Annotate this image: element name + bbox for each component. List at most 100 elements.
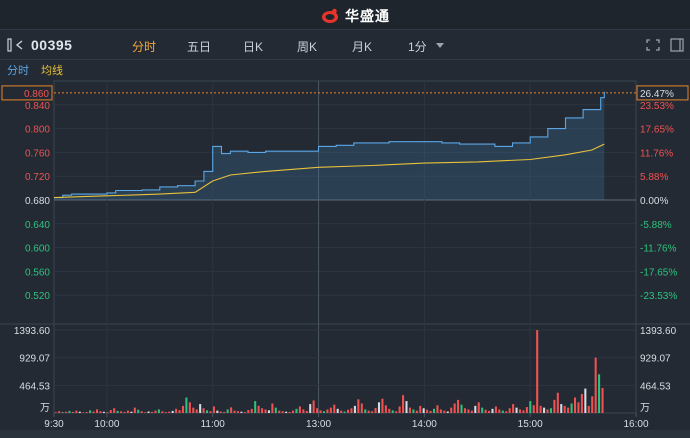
volume-bar (236, 411, 240, 413)
volume-bar (133, 407, 136, 413)
volume-bar (470, 410, 473, 413)
tab-five-day[interactable]: 五日 (187, 40, 212, 54)
volume-bar (377, 402, 381, 413)
tab-monthly-k[interactable]: 月K (352, 40, 373, 54)
pct-tick-label: -23.53% (640, 291, 677, 302)
volume-bar (278, 410, 281, 413)
volume-bar (529, 401, 532, 413)
volume-bar (185, 397, 188, 413)
volume-bar (474, 405, 477, 413)
volume-bar (439, 409, 442, 413)
volume-bar (412, 409, 415, 413)
volume-bar (178, 410, 181, 413)
volume-bar (157, 409, 160, 413)
chevron-down-icon[interactable] (436, 43, 444, 48)
volume-bar (123, 411, 126, 413)
volume-bar (188, 402, 191, 413)
brand: 华盛通 (320, 6, 390, 26)
collapse-panel-icon[interactable] (7, 38, 25, 52)
time-label: 14:00 (412, 419, 437, 430)
side-panel-icon[interactable] (670, 38, 684, 52)
stock-symbol: 00395 (31, 37, 73, 53)
volume-bar (384, 405, 387, 413)
volume-bar (340, 410, 343, 413)
volume-bar (154, 410, 157, 413)
volume-bar (367, 410, 370, 413)
volume-bar (573, 397, 577, 413)
volume-bar (85, 412, 88, 413)
volume-unit-label-right: 万 (640, 403, 650, 414)
volume-bar (584, 388, 587, 413)
pct-tick-label: -17.65% (640, 267, 677, 278)
current-pct-box (636, 85, 689, 101)
volume-tick-label: 929.07 (19, 354, 50, 365)
volume-bar (75, 410, 78, 413)
brand-logo-icon (322, 8, 338, 23)
price-tick-label: 0.840 (25, 101, 50, 112)
volume-bar (515, 407, 518, 413)
volume-bar (171, 410, 174, 413)
volume-bar (271, 403, 274, 413)
volume-bar (350, 408, 353, 413)
volume-bar (240, 411, 243, 413)
volume-tick-label: 1393.60 (14, 326, 51, 337)
volume-bar (563, 405, 566, 413)
price-tick-label: 0.680 (25, 196, 50, 207)
chart-toolbar: 00395 分时 五日 日K 周K 月K 1分 (0, 30, 690, 60)
volume-bar (305, 410, 308, 413)
volume-bar (230, 407, 233, 413)
price-tick-label: 0.760 (25, 148, 50, 159)
tab-minute-select[interactable]: 1分 (408, 40, 427, 54)
volume-bar (333, 404, 336, 413)
volume-bar (553, 399, 556, 413)
fullscreen-icon[interactable] (646, 39, 660, 51)
volume-bar (312, 400, 315, 413)
tab-intraday[interactable]: 分时 (132, 40, 157, 54)
volume-bar (522, 410, 525, 413)
volume-bar (453, 403, 456, 413)
volume-bar (319, 410, 322, 413)
volume-bar (261, 408, 264, 413)
volume-bar (432, 408, 436, 413)
volume-bar (405, 401, 408, 413)
volume-bar (195, 409, 198, 413)
volume-bar (546, 409, 549, 413)
volume-bar (347, 409, 350, 413)
volume-bar (525, 407, 528, 413)
volume-bar (408, 407, 411, 413)
volume-bar (601, 387, 604, 413)
volume-bar (570, 403, 573, 413)
price-area (54, 91, 605, 200)
volume-bar (481, 407, 484, 413)
volume-bar (209, 411, 212, 413)
volume-bar (288, 411, 291, 413)
volume-bar (560, 404, 563, 413)
intraday-chart[interactable]: 0.840 23.53% 0.800 17.65% 0.760 11.76% 0.720 5.… (0, 78, 690, 438)
volume-bar (150, 411, 154, 413)
volume-bar (415, 410, 418, 413)
volume-bar (381, 398, 384, 413)
time-label: 16:00 (623, 419, 648, 430)
volume-bar (353, 405, 356, 413)
volume-bar (223, 411, 226, 413)
pct-tick-label: -5.88% (640, 220, 672, 231)
time-label: 11:00 (201, 419, 226, 430)
volume-bar (357, 399, 360, 413)
volume-bar (206, 410, 209, 413)
volume-bar (302, 409, 305, 413)
pct-tick-label: 0.00% (640, 196, 668, 207)
volume-bar (202, 408, 205, 413)
volume-bar (164, 412, 167, 413)
legend-price: 分时 (7, 65, 29, 77)
brand-name: 华盛通 (345, 8, 390, 24)
volume-bar (477, 402, 480, 413)
average-line (53, 143, 605, 199)
time-label: 10:00 (94, 419, 119, 430)
volume-bar (82, 412, 85, 413)
tab-daily-k[interactable]: 日K (243, 40, 264, 54)
price-tick-label: 0.720 (25, 172, 50, 183)
volume-tick-label-right: 464.53 (640, 381, 671, 392)
tab-weekly-k[interactable]: 周K (297, 40, 318, 54)
time-label: 13:00 (306, 419, 331, 430)
volume-bar (54, 412, 57, 413)
